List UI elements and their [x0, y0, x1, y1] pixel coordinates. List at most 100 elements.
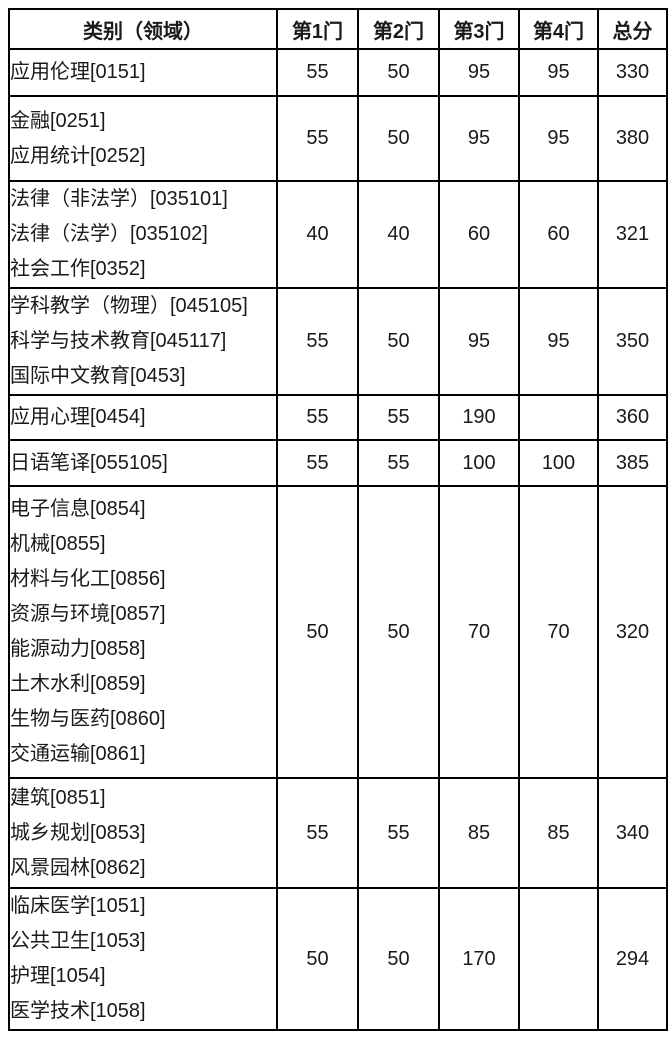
score-cell: 100 — [438, 439, 520, 487]
category-line: 资源与环境[0857] — [10, 603, 166, 625]
score-cell: 95 — [438, 95, 520, 182]
header-cell-subject-2: 第2门 — [357, 8, 440, 50]
score-cell: 190 — [438, 394, 520, 441]
score-cell: 40 — [357, 180, 440, 289]
score-cell: 60 — [518, 180, 599, 289]
table-row: 应用心理[0454] 55 55 190 360 — [8, 394, 668, 441]
score-cell: 55 — [276, 777, 359, 889]
category-cell: 金融[0251] 应用统计[0252] — [8, 95, 278, 182]
table-row: 法律（非法学）[035101] 法律（法学）[035102] 社会工作[0352] 4… — [8, 180, 668, 289]
table-body: 应用伦理[0151] 55 50 95 95 330 金融[0251] 应用统计[0252] 5… — [8, 48, 668, 1031]
category-line: 土木水利[0859] — [10, 673, 146, 695]
score-cell: 50 — [357, 95, 440, 182]
category-line: 生物与医药[0860] — [10, 708, 166, 730]
score-cell — [518, 887, 599, 1031]
score-cell: 320 — [597, 485, 668, 779]
table-row: 日语笔译[055105] 55 55 100 100 385 — [8, 439, 668, 487]
score-cell: 55 — [276, 439, 359, 487]
category-line: 法律（法学）[035102] — [10, 223, 208, 245]
score-cell: 70 — [438, 485, 520, 779]
score-cell: 340 — [597, 777, 668, 889]
table-row: 建筑[0851] 城乡规划[0853] 风景园林[0862] 55 55 85 85 340 — [8, 777, 668, 889]
score-cell: 50 — [276, 887, 359, 1031]
header-row: 类别（领域） 第1门 第2门 第3门 第4门 总分 — [8, 8, 668, 50]
category-line: 社会工作[0352] — [10, 258, 146, 280]
score-cell: 55 — [276, 95, 359, 182]
score-cell: 321 — [597, 180, 668, 289]
score-cell: 55 — [276, 394, 359, 441]
score-cell: 330 — [597, 48, 668, 97]
category-line: 城乡规划[0853] — [10, 821, 146, 844]
score-cell: 55 — [357, 439, 440, 487]
table-header: 类别（领域） 第1门 第2门 第3门 第4门 总分 — [8, 8, 668, 50]
header-cell-category: 类别（领域） — [8, 8, 278, 50]
header-cell-total: 总分 — [597, 8, 668, 50]
category-line: 风景园林[0862] — [10, 856, 146, 879]
category-line: 能源动力[0858] — [10, 638, 146, 660]
table-row: 学科教学（物理）[045105] 科学与技术教育[045117] 国际中文教育[04… — [8, 287, 668, 396]
admission-score-table: 类别（领域） 第1门 第2门 第3门 第4门 总分 应用伦理[0151] 55 50… — [8, 8, 668, 1031]
header-cell-subject-4: 第4门 — [518, 8, 599, 50]
category-line: 电子信息[0854] — [10, 498, 146, 520]
score-cell: 70 — [518, 485, 599, 779]
category-line: 国际中文教育[0453] — [10, 365, 186, 387]
score-cell: 60 — [438, 180, 520, 289]
score-cell: 95 — [518, 95, 599, 182]
score-cell: 50 — [357, 287, 440, 396]
table-row: 应用伦理[0151] 55 50 95 95 330 — [8, 48, 668, 97]
category-cell: 法律（非法学）[035101] 法律（法学）[035102] 社会工作[0352] — [8, 180, 278, 289]
score-cell: 50 — [357, 887, 440, 1031]
score-cell: 55 — [276, 48, 359, 97]
score-cell: 360 — [597, 394, 668, 441]
score-cell: 50 — [276, 485, 359, 779]
category-line: 法律（非法学）[035101] — [10, 188, 228, 210]
score-cell: 50 — [357, 48, 440, 97]
score-cell: 100 — [518, 439, 599, 487]
score-cell: 294 — [597, 887, 668, 1031]
category-line: 交通运输[0861] — [10, 743, 146, 765]
score-cell: 85 — [438, 777, 520, 889]
category-line: 临床医学[1051] — [10, 895, 146, 917]
score-cell: 55 — [357, 777, 440, 889]
table-row: 金融[0251] 应用统计[0252] 55 50 95 95 380 — [8, 95, 668, 182]
score-cell: 55 — [357, 394, 440, 441]
score-cell: 95 — [518, 287, 599, 396]
score-cell: 350 — [597, 287, 668, 396]
category-line: 护理[1054] — [10, 965, 106, 987]
score-cell — [518, 394, 599, 441]
table-row: 临床医学[1051] 公共卫生[1053] 护理[1054] 医学技术[1058] 50… — [8, 887, 668, 1031]
category-line: 公共卫生[1053] — [10, 930, 146, 952]
category-line: 日语笔译[055105] — [10, 451, 168, 474]
category-line: 应用伦理[0151] — [10, 61, 146, 83]
score-cell: 170 — [438, 887, 520, 1031]
category-line: 材料与化工[0856] — [10, 568, 166, 590]
score-cell: 50 — [357, 485, 440, 779]
category-line: 机械[0855] — [10, 533, 106, 555]
category-line: 学科教学（物理）[045105] — [10, 295, 248, 317]
category-cell: 电子信息[0854] 机械[0855] 材料与化工[0856] 资源与环境[0857]… — [8, 485, 278, 779]
table-row: 电子信息[0854] 机械[0855] 材料与化工[0856] 资源与环境[0857]… — [8, 485, 668, 779]
score-cell: 95 — [438, 48, 520, 97]
category-cell: 日语笔译[055105] — [8, 439, 278, 487]
category-cell: 学科教学（物理）[045105] 科学与技术教育[045117] 国际中文教育[04… — [8, 287, 278, 396]
score-cell: 85 — [518, 777, 599, 889]
category-line: 金融[0251] — [10, 109, 106, 132]
score-cell: 95 — [438, 287, 520, 396]
category-cell: 应用心理[0454] — [8, 394, 278, 441]
category-line: 建筑[0851] — [10, 786, 106, 809]
category-line: 应用心理[0454] — [10, 406, 146, 428]
header-cell-subject-3: 第3门 — [438, 8, 520, 50]
category-line: 科学与技术教育[045117] — [10, 330, 227, 352]
score-cell: 95 — [518, 48, 599, 97]
category-cell: 建筑[0851] 城乡规划[0853] 风景园林[0862] — [8, 777, 278, 889]
score-cell: 380 — [597, 95, 668, 182]
score-cell: 385 — [597, 439, 668, 487]
category-line: 应用统计[0252] — [10, 144, 146, 167]
score-cell: 40 — [276, 180, 359, 289]
header-cell-subject-1: 第1门 — [276, 8, 359, 50]
category-cell: 临床医学[1051] 公共卫生[1053] 护理[1054] 医学技术[1058] — [8, 887, 278, 1031]
score-cell: 55 — [276, 287, 359, 396]
category-cell: 应用伦理[0151] — [8, 48, 278, 97]
category-line: 医学技术[1058] — [10, 1000, 146, 1022]
